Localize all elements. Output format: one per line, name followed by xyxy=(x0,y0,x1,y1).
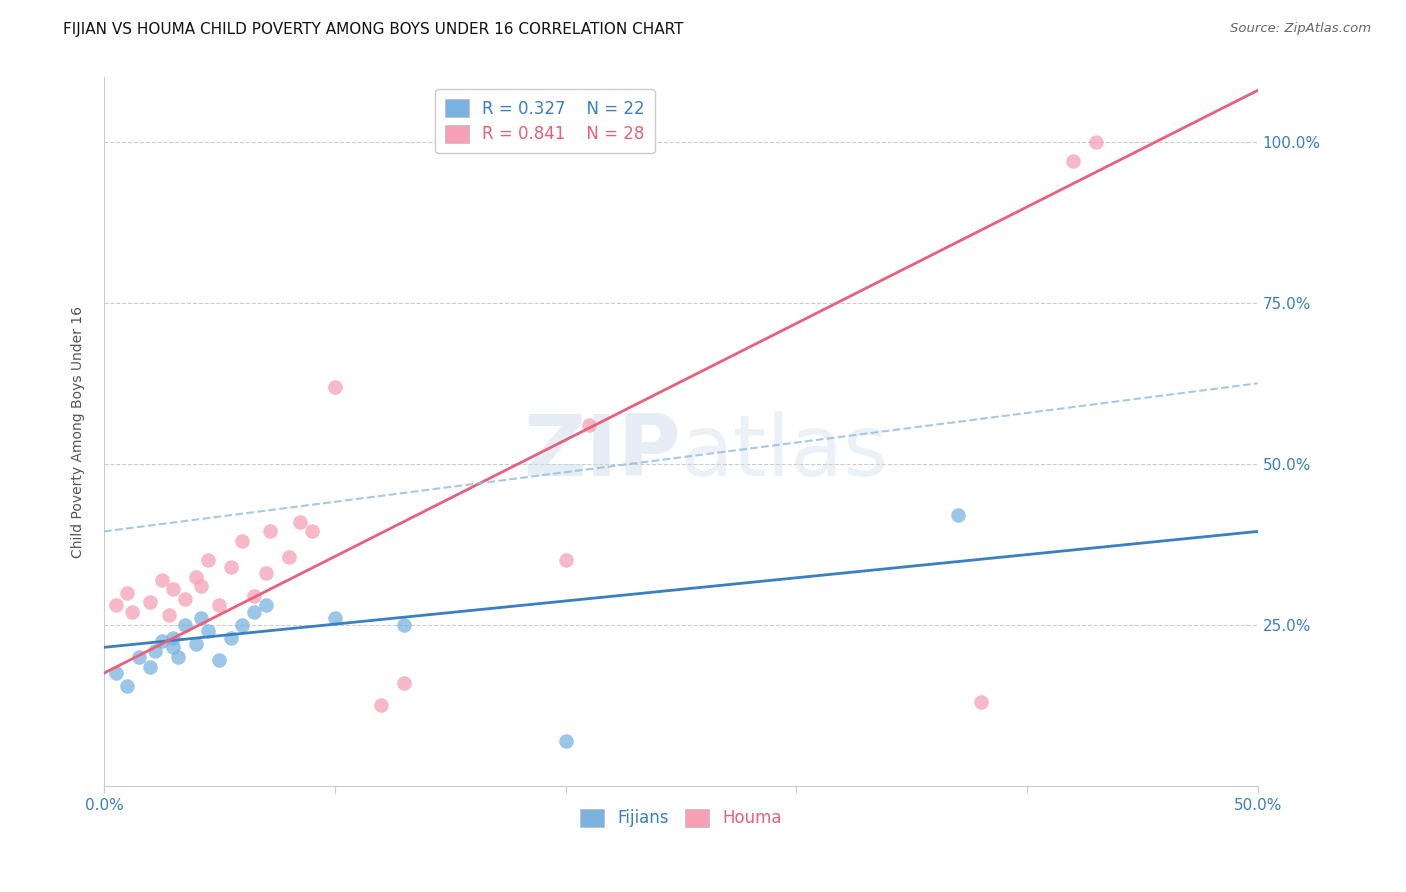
Text: atlas: atlas xyxy=(681,411,889,494)
Point xyxy=(208,653,231,667)
Text: FIJIAN VS HOUMA CHILD POVERTY AMONG BOYS UNDER 16 CORRELATION CHART: FIJIAN VS HOUMA CHILD POVERTY AMONG BOYS… xyxy=(63,22,683,37)
Point xyxy=(150,633,173,648)
Point xyxy=(173,617,195,632)
Point xyxy=(121,605,143,619)
Point xyxy=(104,599,127,613)
Y-axis label: Child Poverty Among Boys Under 16: Child Poverty Among Boys Under 16 xyxy=(72,306,86,558)
Point xyxy=(323,611,346,625)
Point xyxy=(243,605,266,619)
Point xyxy=(166,650,188,665)
Point xyxy=(392,675,415,690)
Point xyxy=(277,550,299,565)
Point xyxy=(554,733,576,747)
Point xyxy=(162,631,184,645)
Point xyxy=(157,608,180,623)
Point xyxy=(162,640,184,655)
Text: Source: ZipAtlas.com: Source: ZipAtlas.com xyxy=(1230,22,1371,36)
Point xyxy=(392,617,415,632)
Point xyxy=(197,553,219,567)
Point xyxy=(370,698,392,713)
Point xyxy=(143,643,166,657)
Point xyxy=(190,579,212,593)
Point xyxy=(970,695,993,709)
Legend: Fijians, Houma: Fijians, Houma xyxy=(574,802,789,834)
Point xyxy=(323,379,346,393)
Point xyxy=(139,659,162,673)
Point xyxy=(139,595,162,609)
Point xyxy=(115,679,138,693)
Point xyxy=(259,524,281,539)
Point xyxy=(288,515,311,529)
Point xyxy=(1062,154,1084,169)
Point xyxy=(190,611,212,625)
Point xyxy=(219,559,242,574)
Point xyxy=(254,566,277,581)
Point xyxy=(301,524,323,539)
Point xyxy=(231,534,253,549)
Point xyxy=(1085,135,1108,149)
Point xyxy=(115,585,138,599)
Point xyxy=(946,508,969,523)
Point xyxy=(231,617,253,632)
Point xyxy=(578,418,600,433)
Point xyxy=(219,631,242,645)
Point xyxy=(554,553,576,567)
Text: ZIP: ZIP xyxy=(523,411,681,494)
Point xyxy=(208,599,231,613)
Point xyxy=(254,599,277,613)
Point xyxy=(186,569,208,583)
Point xyxy=(128,650,150,665)
Point xyxy=(243,589,266,603)
Point xyxy=(173,592,195,607)
Point xyxy=(197,624,219,639)
Point xyxy=(104,666,127,681)
Point xyxy=(162,582,184,597)
Point xyxy=(186,637,208,651)
Point xyxy=(150,573,173,587)
